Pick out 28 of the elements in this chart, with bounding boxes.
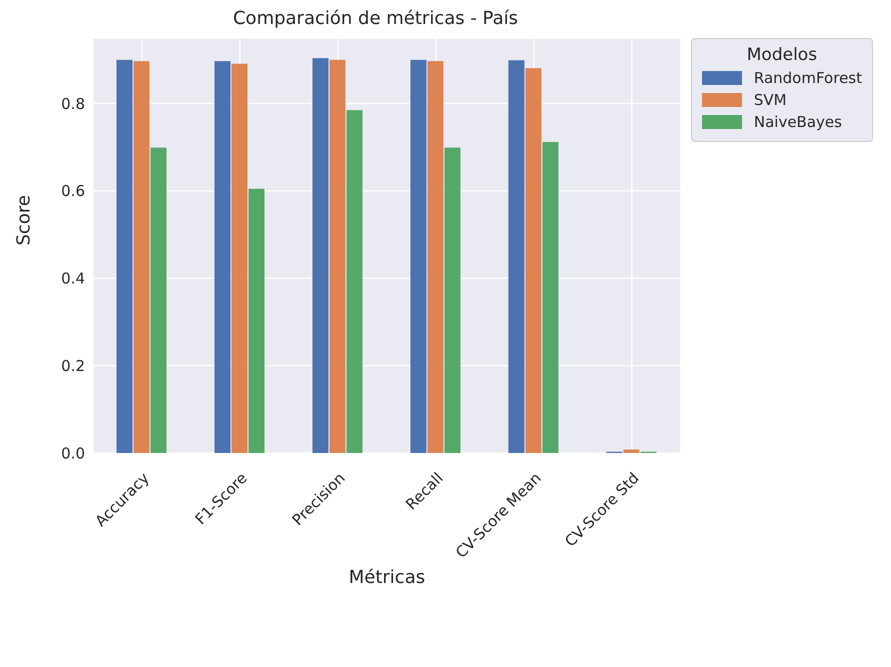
bar — [346, 110, 362, 453]
bar — [508, 60, 524, 453]
chart-title: Comparación de métricas - País — [232, 8, 520, 29]
y-tick-label: 0.2 — [61, 356, 85, 375]
legend-label: NaiveBayes — [754, 113, 842, 131]
y-tick-label: 0.4 — [61, 270, 85, 288]
legend-label: SVM — [754, 91, 787, 109]
bar — [214, 61, 230, 453]
legend-label: RandomForest — [754, 69, 862, 87]
y-tick-label: 0.8 — [61, 94, 85, 113]
bar — [248, 188, 264, 453]
bar — [312, 58, 328, 453]
bar — [231, 64, 248, 453]
legend-title: Modelos — [746, 45, 818, 65]
bar — [444, 148, 460, 453]
y-tick-label: 0.0 — [61, 444, 85, 462]
bar — [542, 142, 558, 453]
bar — [150, 148, 167, 453]
bar — [410, 60, 426, 453]
bar — [525, 68, 542, 453]
bar — [623, 450, 640, 453]
bar — [427, 61, 444, 453]
bar — [329, 60, 346, 453]
bar — [116, 60, 133, 453]
y-tick-label: 0.6 — [61, 182, 85, 200]
y-axis-title: Score — [13, 195, 34, 246]
bar — [134, 61, 150, 453]
x-axis-title: Métricas — [348, 567, 426, 588]
